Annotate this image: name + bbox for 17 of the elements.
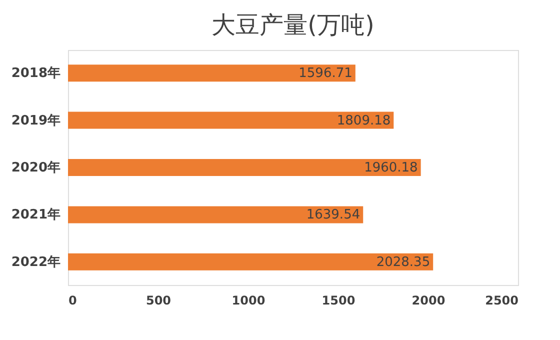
y-tick-label: 2022年 bbox=[11, 254, 60, 270]
y-tick-label: 2021年 bbox=[11, 208, 60, 223]
chart-title: 大豆产量(万吨) bbox=[212, 11, 374, 39]
x-tick-label: 1500 bbox=[322, 294, 356, 308]
data-label: 1809.18 bbox=[336, 113, 391, 128]
y-tick-label: 2020年 bbox=[11, 160, 60, 176]
y-tick-label: 2018年 bbox=[11, 66, 60, 82]
y-tick-label: 2019年 bbox=[11, 113, 60, 128]
x-tick-label: 2000 bbox=[412, 294, 446, 308]
x-tick-label: 0 bbox=[68, 294, 77, 308]
x-tick-label: 500 bbox=[146, 294, 172, 308]
data-label: 1960.18 bbox=[364, 160, 418, 176]
data-label: 1639.54 bbox=[306, 208, 360, 223]
data-label: 1596.71 bbox=[298, 66, 352, 82]
x-tick-label: 2500 bbox=[485, 294, 518, 308]
x-tick-label: 1000 bbox=[232, 294, 266, 308]
data-label: 2028.35 bbox=[376, 254, 430, 270]
